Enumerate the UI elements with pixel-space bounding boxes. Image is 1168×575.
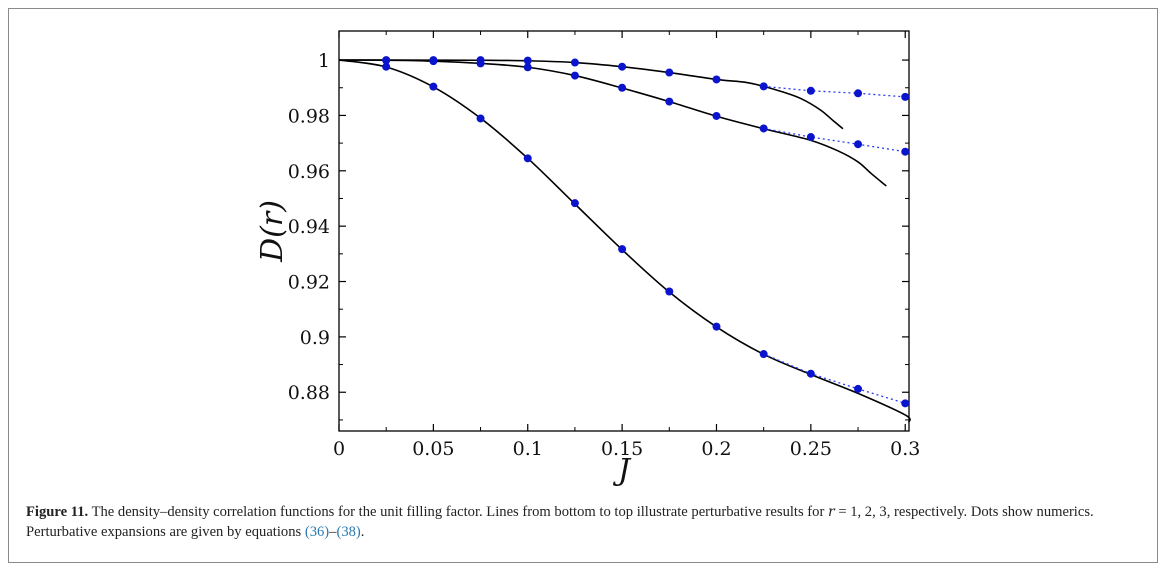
y-axis-ticks: 0.88 0.9 0.92 0.94 0.96 0.98 1 [288,50,909,421]
x-tick-label: 0.3 [890,438,920,460]
numeric-dotted-line-5 [763,85,906,98]
x-tick-label: 0.25 [790,438,832,460]
data-point [854,384,863,393]
data-point [476,56,485,65]
x-tick-label: 0.1 [513,438,543,460]
data-point [570,58,579,67]
data-point [806,369,815,378]
data-point [618,245,627,254]
y-tick-label: 0.9 [300,327,330,349]
x-tick-label: 0.2 [701,438,731,460]
y-axis-label: D(r) [255,200,290,263]
caption-period: . [360,524,365,540]
numeric-dotted-lines [763,85,906,404]
perturbative-line-0 [338,59,911,423]
caption-math-r: r [827,504,835,520]
equation-link-38[interactable]: (38) [336,524,361,540]
x-tick-label: 0 [333,438,345,460]
data-point [523,154,532,163]
data-point [523,63,532,72]
perturbative-line-2 [338,59,844,130]
data-point [382,56,391,65]
data-point [759,82,768,91]
figure-label: Figure 11. [26,504,89,520]
x-tick-label: 0.05 [412,438,454,460]
caption-text-1: The density–density correlation function… [91,504,828,520]
data-point [806,86,815,95]
chart: 0 0.05 0.1 0.15 0.2 0.25 0.3 0.880.90.920.940.… [255,30,920,488]
perturbative-lines [338,59,911,423]
figure-panel [8,8,1158,563]
data-point [901,399,910,408]
data-point [854,140,863,149]
data-point [665,68,674,77]
data-point [429,82,438,91]
data-point [523,56,532,65]
caption-text-2: = 1, 2, 3, respectively. Dots show numer… [26,504,1094,540]
plot-area: 0 0.05 0.1 0.15 0.2 0.25 0.3 0.880.90.920.940.… [288,30,920,460]
numeric-dotted-line-3 [763,353,906,404]
x-tick-label: 0.15 [601,438,643,460]
y-tick-label: 0.98 [288,105,330,127]
data-point [854,89,863,98]
plot-frame [338,30,910,432]
perturbative-line-1 [338,59,887,187]
data-point [570,199,579,208]
y-tick-label: 1 [318,50,330,72]
data-point [759,124,768,133]
data-point [382,62,391,71]
data-point [665,287,674,296]
numeric-dotted-line-4 [763,127,906,153]
data-point [712,322,721,331]
data-point [476,114,485,123]
y-tick-label: 0.96 [288,161,330,183]
data-point [901,92,910,101]
data-point [665,97,674,106]
y-tick-label: 0.88 [288,382,330,404]
data-point [570,71,579,80]
figure-caption: Figure 11. The density–density correlati… [26,502,1136,542]
data-point [618,62,627,71]
y-tick-label: 0.94 [288,216,330,238]
data-point [429,56,438,65]
data-point [618,83,627,92]
x-axis-ticks: 0 0.05 0.1 0.15 0.2 0.25 0.3 [333,31,920,460]
data-point [712,75,721,84]
data-point [712,111,721,120]
equation-link-36[interactable]: (36) [304,524,330,540]
numeric-dots [382,56,910,408]
data-point [759,350,768,359]
data-point [806,133,815,142]
data-point [901,147,910,156]
y-tick-label: 0.92 [288,272,330,294]
caption-dash: – [329,524,337,540]
